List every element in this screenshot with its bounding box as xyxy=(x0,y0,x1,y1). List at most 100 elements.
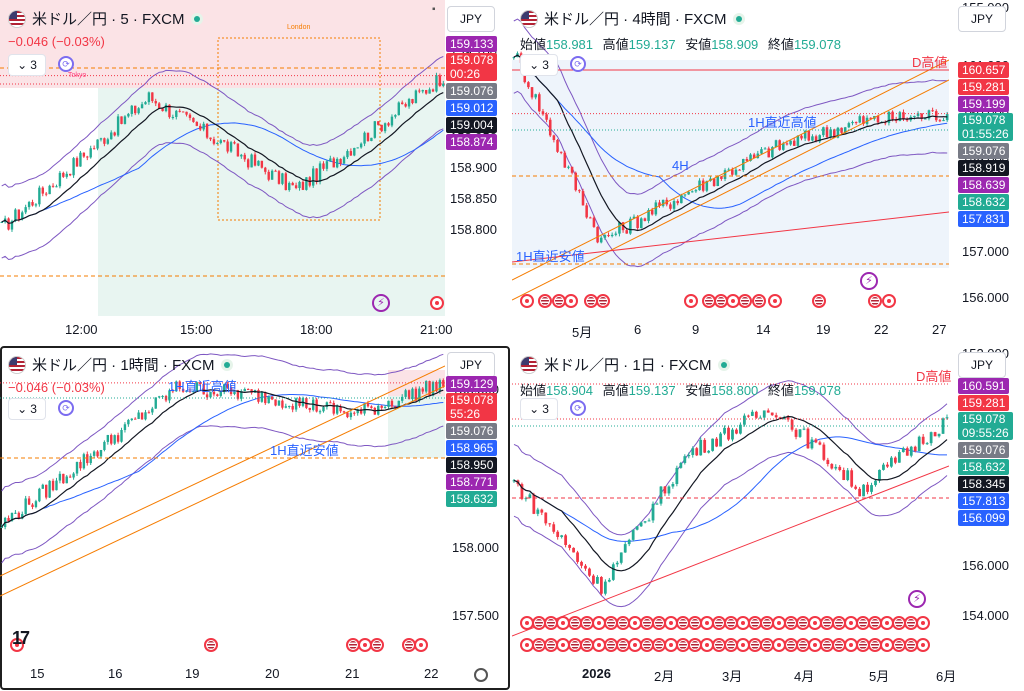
economic-event-icon[interactable] xyxy=(738,294,752,308)
chart-canvas[interactable] xyxy=(0,0,445,318)
economic-event-icon[interactable] xyxy=(370,638,384,652)
economic-event-icon[interactable] xyxy=(812,294,826,308)
economic-event-icon[interactable] xyxy=(414,638,428,652)
candle xyxy=(188,388,192,393)
candle xyxy=(195,121,199,127)
economic-event-icon[interactable] xyxy=(204,638,218,652)
economic-event-icon[interactable] xyxy=(10,638,24,652)
indicator-toggle[interactable]: ⌄ 3 xyxy=(520,398,558,420)
price-tag: 159.078 00:26 xyxy=(446,53,498,81)
candle xyxy=(267,169,270,182)
us-flag-icon xyxy=(520,9,538,28)
economic-event-icon[interactable] xyxy=(596,294,610,308)
indicator-toggle[interactable]: ⌄ 3 xyxy=(520,54,558,76)
channel-line xyxy=(0,385,445,597)
candle xyxy=(154,98,157,107)
candle xyxy=(576,550,579,564)
economic-event-icon[interactable] xyxy=(916,616,930,630)
candle xyxy=(599,235,603,244)
currency-selector[interactable]: JPY xyxy=(447,6,495,32)
chart-panel-1h[interactable]: 米ドル／円 · 1時間 · FXCM −0.046 (−0.03%) ⌄ 3 ⟳ … xyxy=(0,346,510,690)
candle xyxy=(560,534,564,539)
settings-gear-icon[interactable] xyxy=(474,668,488,682)
candle xyxy=(719,431,722,447)
economic-event-icon[interactable] xyxy=(520,294,534,308)
replay-icon[interactable]: ⟳ xyxy=(58,400,74,416)
candle xyxy=(404,102,407,108)
candle xyxy=(86,451,89,466)
chart-canvas[interactable] xyxy=(512,346,949,662)
chart-panel-1d[interactable]: 米ドル／円 · 1日 · FXCM 始値158.904 高値159.137 安値… xyxy=(512,346,1024,690)
ohlc-close-label: 終値 xyxy=(767,37,794,52)
ma-short-line xyxy=(513,415,948,572)
candle xyxy=(421,387,424,394)
economic-event-icon[interactable] xyxy=(556,638,570,652)
tradingview-logo[interactable]: 17 xyxy=(12,628,30,648)
candle xyxy=(377,403,380,416)
chart-canvas[interactable] xyxy=(0,346,445,662)
lightning-icon[interactable]: ⚡ xyxy=(860,272,878,290)
economic-event-icon[interactable] xyxy=(538,294,552,308)
candle xyxy=(659,486,663,506)
candle xyxy=(339,158,342,167)
symbol-legend[interactable]: 米ドル／円 · 5 · FXCM xyxy=(8,8,203,29)
economic-event-icon[interactable] xyxy=(430,296,444,310)
chart-panel-4h[interactable]: 米ドル／円 · 4時間 · FXCM 始値158.981 高値159.137 安… xyxy=(512,0,1024,342)
candle xyxy=(281,399,284,410)
candle xyxy=(599,576,603,596)
lightning-icon[interactable]: ⚡ xyxy=(372,294,390,312)
replay-icon[interactable]: ⟳ xyxy=(58,56,74,72)
candle xyxy=(318,409,322,415)
economic-event-icon[interactable] xyxy=(856,638,870,652)
candle xyxy=(589,216,592,219)
ohlc-high-value: 159.137 xyxy=(628,37,676,52)
symbol-legend[interactable]: 米ドル／円 · 4時間 · FXCM xyxy=(520,8,745,29)
more-options-icon[interactable]: ▪ xyxy=(432,4,436,15)
currency-selector[interactable]: JPY xyxy=(958,6,1006,32)
symbol-legend[interactable]: 米ドル／円 · 1日 · FXCM xyxy=(520,354,730,375)
economic-event-icon[interactable] xyxy=(784,616,798,630)
price-tag: 160.591 xyxy=(958,378,1010,394)
economic-event-icon[interactable] xyxy=(568,616,582,630)
economic-event-icon[interactable] xyxy=(916,638,930,652)
candle xyxy=(826,457,830,467)
replay-icon[interactable]: ⟳ xyxy=(570,400,586,416)
candle xyxy=(905,446,909,456)
symbol-legend[interactable]: 米ドル／円 · 1時間 · FXCM xyxy=(8,354,233,375)
x-axis-tick-label: 18:00 xyxy=(300,322,333,337)
economic-event-icon[interactable] xyxy=(564,294,578,308)
indicator-toggle[interactable]: ⌄ 3 xyxy=(8,398,46,420)
candle xyxy=(792,138,796,147)
candle xyxy=(99,449,103,459)
candle xyxy=(359,407,363,415)
economic-event-icon[interactable] xyxy=(684,294,698,308)
economic-event-icon[interactable] xyxy=(882,294,896,308)
economic-event-icon[interactable] xyxy=(768,294,782,308)
lightning-icon[interactable]: ⚡ xyxy=(908,590,926,608)
economic-event-icon[interactable] xyxy=(752,294,766,308)
candle xyxy=(130,418,133,422)
economic-event-icon[interactable] xyxy=(760,616,774,630)
candle xyxy=(727,425,730,441)
price-tag: 159.012 xyxy=(446,100,498,116)
candle xyxy=(909,445,913,458)
candle xyxy=(851,120,854,126)
economic-event-icon[interactable] xyxy=(584,294,598,308)
candle xyxy=(288,181,291,192)
candle xyxy=(938,118,942,123)
annotation-1h-recent-low: 1H直近安値 xyxy=(516,249,585,264)
x-axis-tick-label: 16 xyxy=(108,666,123,681)
economic-event-icon[interactable] xyxy=(868,294,882,308)
ohlc-close-value: 159.078 xyxy=(793,383,841,398)
candle xyxy=(404,388,407,399)
chart-canvas[interactable] xyxy=(512,0,949,318)
indicator-toggle[interactable]: ⌄ 3 xyxy=(8,54,46,76)
currency-selector[interactable]: JPY xyxy=(447,352,495,378)
currency-selector[interactable]: JPY xyxy=(958,352,1006,378)
candle xyxy=(838,464,842,472)
replay-icon[interactable]: ⟳ xyxy=(570,56,586,72)
chart-panel-5min[interactable]: 米ドル／円 · 5 · FXCM −0.046 (−0.03%) ⌄ 3 ⟳ JP… xyxy=(0,0,508,342)
candle xyxy=(236,143,240,157)
economic-event-icon[interactable] xyxy=(820,638,834,652)
economic-event-icon[interactable] xyxy=(892,638,906,652)
